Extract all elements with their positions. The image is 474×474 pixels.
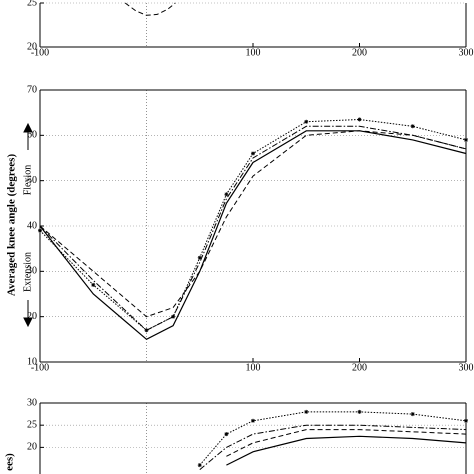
star-marker xyxy=(171,314,176,319)
star-marker xyxy=(410,124,415,129)
y-tick-label: 25 xyxy=(27,419,37,430)
star-marker xyxy=(410,412,415,417)
y-tick-label: 20 xyxy=(27,311,37,322)
star-marker xyxy=(304,119,309,124)
y-tick-label: 10 xyxy=(27,356,37,367)
star-marker xyxy=(464,418,468,423)
x-tick-label: -100 xyxy=(31,47,49,58)
star-marker xyxy=(197,255,202,260)
star-marker xyxy=(224,432,229,437)
y-axis-label: ees) xyxy=(4,453,16,471)
star-marker xyxy=(91,282,96,287)
star-marker xyxy=(464,137,468,142)
star-marker xyxy=(251,151,255,156)
flexion-label: Flexion xyxy=(22,165,33,196)
series-line xyxy=(199,411,467,466)
star-marker xyxy=(357,117,362,122)
arrow-head xyxy=(23,122,33,133)
series-line xyxy=(39,118,467,331)
series-line xyxy=(199,424,467,470)
y-tick-label: 30 xyxy=(27,397,37,408)
y-tick-label: 40 xyxy=(27,220,37,231)
x-tick-label: -100 xyxy=(31,362,49,373)
x-tick-label: 100 xyxy=(246,47,261,58)
star-marker xyxy=(38,228,42,233)
extension-label: Extension xyxy=(22,252,33,292)
direction-arrows xyxy=(23,122,33,328)
x-tick-label: 100 xyxy=(246,362,261,373)
series-line xyxy=(124,2,176,16)
series-line xyxy=(226,435,467,466)
y-tick-label: 70 xyxy=(27,84,37,95)
y-axis-label: Averaged knee angle (degrees) xyxy=(6,154,18,297)
series-line xyxy=(226,429,467,457)
star-marker xyxy=(197,463,202,468)
x-tick-label: 200 xyxy=(352,47,367,58)
y-tick-label: 25 xyxy=(27,0,37,8)
star-marker xyxy=(304,409,309,414)
arrow-head xyxy=(23,317,33,328)
star-marker xyxy=(144,328,149,333)
star-marker xyxy=(357,409,362,414)
y-tick-label: 20 xyxy=(27,41,37,52)
panel: 10 20 30 40 50 60 70 -100 100 200 300 Averaged knee… xyxy=(6,84,474,373)
series-line xyxy=(39,130,467,318)
x-tick-label: 300 xyxy=(459,47,474,58)
y-tick-label: 60 xyxy=(27,130,37,141)
series-line xyxy=(39,125,467,331)
x-tick-label: 200 xyxy=(352,362,367,373)
y-tick-label: 50 xyxy=(27,175,37,186)
x-tick-label: 300 xyxy=(459,362,474,373)
y-tick-label: 30 xyxy=(27,266,37,277)
panel: 20 25 -100 100 200 300 xyxy=(27,0,474,58)
y-tick-label: 20 xyxy=(27,442,37,453)
star-marker xyxy=(224,192,229,197)
panel: 20 25 30 ees) xyxy=(4,397,468,474)
series-line xyxy=(39,130,467,341)
star-marker xyxy=(251,418,255,423)
